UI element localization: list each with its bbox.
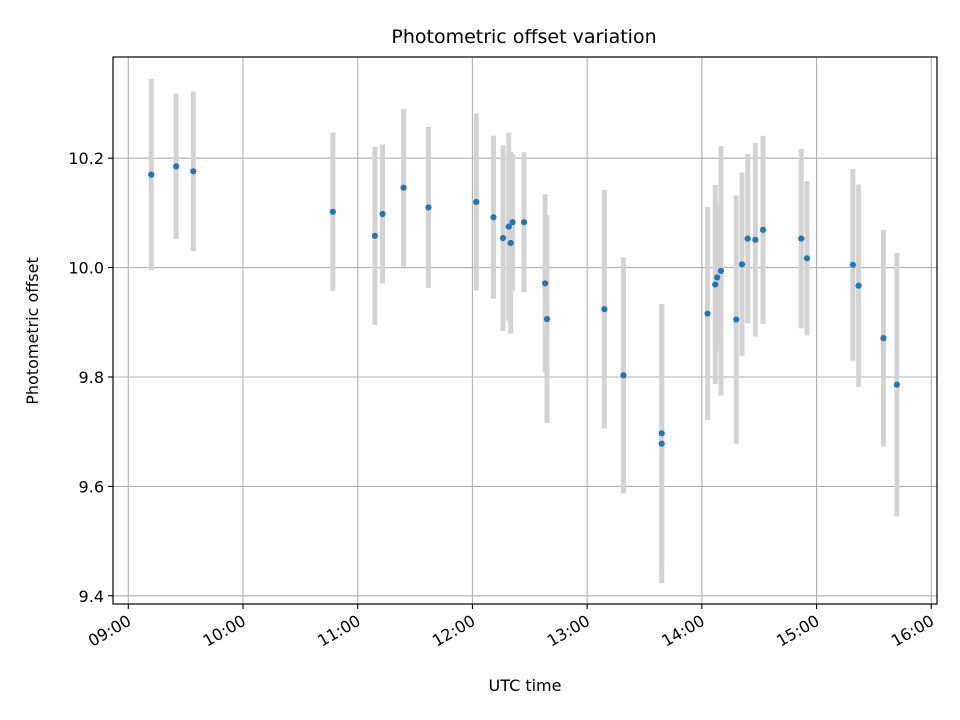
data-point (733, 316, 740, 323)
data-point (148, 171, 155, 178)
data-point (803, 255, 811, 262)
data-point (505, 223, 512, 230)
data-point (893, 381, 900, 388)
data-point (601, 306, 608, 313)
data-point (712, 281, 719, 288)
y-tick-label: 10.2 (68, 149, 104, 168)
data-point (379, 210, 386, 218)
data-point (658, 440, 665, 447)
y-tick-label: 9.4 (79, 587, 104, 606)
y-tick-label: 9.6 (79, 477, 104, 496)
y-axis-ticks: 9.4 9.6 9.8 10.0 10.2 (68, 149, 113, 606)
data-point (798, 235, 805, 242)
data-point (172, 163, 180, 170)
chart-title: Photometric offset variation (391, 26, 656, 48)
data-point (855, 282, 862, 289)
data-point (880, 335, 887, 342)
y-tick-label: 9.8 (79, 368, 104, 387)
y-tick-label: 10.0 (68, 259, 104, 278)
y-axis-label: Photometric offset (23, 257, 42, 405)
data-point (658, 430, 665, 437)
data-point (507, 239, 514, 247)
data-point (704, 310, 711, 317)
data-point (520, 219, 528, 226)
data-point (752, 236, 759, 243)
data-point (714, 274, 721, 281)
data-point (490, 214, 497, 221)
data-point (400, 184, 407, 191)
data-point (499, 234, 507, 242)
data-point (329, 208, 336, 215)
data-point (425, 204, 432, 211)
data-point (473, 198, 480, 206)
data-point (849, 261, 856, 268)
data-point (541, 280, 549, 287)
data-point (190, 168, 197, 175)
data-point (744, 235, 751, 242)
data-point (738, 261, 746, 268)
data-point (759, 226, 767, 233)
x-axis-label: UTC time (489, 676, 562, 695)
data-point (371, 232, 379, 239)
data-points (148, 163, 900, 447)
plot-frame (112, 56, 938, 605)
data-point (543, 315, 551, 323)
data-point (509, 219, 516, 226)
data-point (620, 372, 627, 379)
data-point (717, 267, 725, 274)
